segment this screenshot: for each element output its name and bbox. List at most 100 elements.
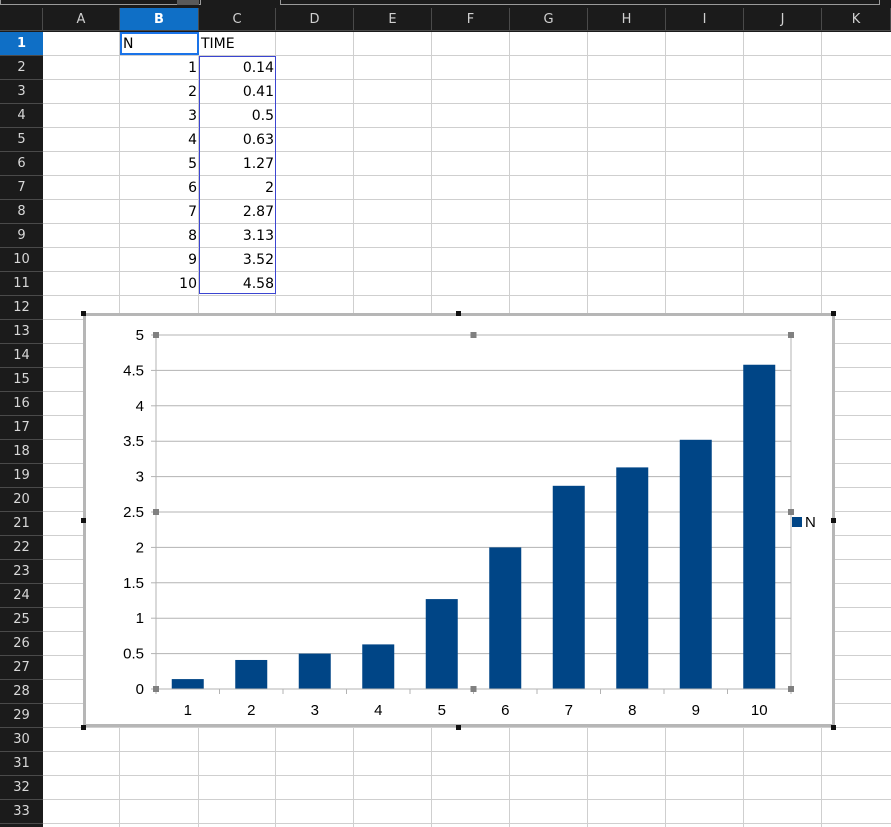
row-header-7[interactable]: 7 [0, 176, 43, 200]
row-header-21[interactable]: 21 [0, 512, 43, 536]
row-header-24[interactable]: 24 [0, 584, 43, 608]
cell-c1[interactable]: TIME [201, 36, 235, 52]
x-tick-label: 3 [311, 702, 319, 719]
row-header-33[interactable]: 33 [0, 800, 43, 824]
row-header-4[interactable]: 4 [0, 104, 43, 128]
row-header-10[interactable]: 10 [0, 248, 43, 272]
column-header-f[interactable]: F [432, 8, 510, 31]
diagram-handle[interactable] [153, 332, 159, 338]
selection-handle-s[interactable] [456, 725, 461, 730]
row-header-8[interactable]: 8 [0, 200, 43, 224]
grid-row-line [43, 295, 891, 296]
corner-select-all[interactable] [0, 8, 43, 31]
selection-handle-e[interactable] [831, 518, 836, 523]
column-header-b[interactable]: B [120, 8, 199, 31]
row-header-14[interactable]: 14 [0, 344, 43, 368]
column-header-d[interactable]: D [276, 8, 354, 31]
cell-n-value[interactable]: 3 [188, 108, 197, 124]
selection-handle-se[interactable] [831, 725, 836, 730]
cell-time-value[interactable]: 1.27 [242, 156, 274, 172]
cell-time-value[interactable]: 0.63 [242, 132, 274, 148]
cell-n-value[interactable]: 1 [188, 60, 197, 76]
selection-handle-n[interactable] [456, 311, 461, 316]
column-header-i[interactable]: I [666, 8, 744, 31]
selection-handle-nw[interactable] [81, 311, 86, 316]
row-header-2[interactable]: 2 [0, 56, 43, 80]
bar [425, 599, 458, 689]
row-header-12[interactable]: 12 [0, 296, 43, 320]
row-header-5[interactable]: 5 [0, 128, 43, 152]
grid-row-line [43, 151, 891, 152]
column-header-a[interactable]: A [43, 8, 120, 31]
row-header-3[interactable]: 3 [0, 80, 43, 104]
row-header-28[interactable]: 28 [0, 680, 43, 704]
row-header-26[interactable]: 26 [0, 632, 43, 656]
cell-time-value[interactable]: 3.13 [242, 228, 274, 244]
diagram-handle[interactable] [788, 509, 794, 515]
cell-n-value[interactable]: 7 [188, 204, 197, 220]
cell-n-value[interactable]: 2 [188, 84, 197, 100]
row-header-9[interactable]: 9 [0, 224, 43, 248]
row-header-31[interactable]: 31 [0, 752, 43, 776]
row-header-16[interactable]: 16 [0, 392, 43, 416]
bar [552, 485, 585, 689]
diagram-handle[interactable] [153, 686, 159, 692]
x-tick-label: 6 [501, 702, 509, 719]
cell-n-value[interactable]: 8 [188, 228, 197, 244]
row-header-27[interactable]: 27 [0, 656, 43, 680]
column-header-k[interactable]: K [822, 8, 891, 31]
name-box-dropdown[interactable] [177, 0, 199, 5]
diagram-handle[interactable] [470, 332, 477, 338]
diagram-handle[interactable] [153, 509, 159, 515]
bar [235, 659, 268, 689]
column-header-c[interactable]: C [199, 8, 276, 31]
chart-object[interactable]: 0 0.5 1 1.5 2 2.5 3 3.5 4 4.5 5 1 2 3 4 5 6 7 8 9 10 N [83, 313, 835, 727]
cell-time-value[interactable]: 2.87 [242, 204, 274, 220]
diagram-handle[interactable] [788, 686, 794, 692]
grid-row-line [43, 271, 891, 272]
row-header-1[interactable]: 1 [0, 32, 43, 56]
selection-handle-ne[interactable] [831, 311, 836, 316]
selection-handle-sw[interactable] [81, 725, 86, 730]
column-header-h[interactable]: H [588, 8, 666, 31]
row-header-20[interactable]: 20 [0, 488, 43, 512]
column-header-g[interactable]: G [510, 8, 588, 31]
row-header-13[interactable]: 13 [0, 320, 43, 344]
bar [616, 467, 649, 689]
grid-row-line [43, 55, 891, 56]
row-header-32[interactable]: 32 [0, 776, 43, 800]
row-header-25[interactable]: 25 [0, 608, 43, 632]
diagram-handle[interactable] [470, 686, 477, 692]
row-header-15[interactable]: 15 [0, 368, 43, 392]
row-header-30[interactable]: 30 [0, 728, 43, 752]
selection-handle-w[interactable] [81, 518, 86, 523]
cell-time-value[interactable]: 0.14 [242, 60, 274, 76]
name-box[interactable] [0, 0, 201, 5]
diagram-handle[interactable] [788, 332, 794, 338]
cell-b1[interactable]: N [123, 36, 134, 52]
cell-time-value[interactable]: 0.41 [242, 84, 274, 100]
cell-n-value[interactable]: 5 [188, 156, 197, 172]
y-tick-label: 5 [136, 327, 144, 344]
row-header-22[interactable]: 22 [0, 536, 43, 560]
row-header-19[interactable]: 19 [0, 464, 43, 488]
row-header-6[interactable]: 6 [0, 152, 43, 176]
cell-n-value[interactable]: 10 [179, 276, 197, 292]
cell-n-value[interactable]: 9 [188, 252, 197, 268]
column-header-j[interactable]: J [744, 8, 822, 31]
grid-row-line [43, 223, 891, 224]
cell-n-value[interactable]: 6 [188, 180, 197, 196]
cell-time-value[interactable]: 3.52 [242, 252, 274, 268]
column-header-e[interactable]: E [354, 8, 432, 31]
row-header-23[interactable]: 23 [0, 560, 43, 584]
row-header-29[interactable]: 29 [0, 704, 43, 728]
row-header-18[interactable]: 18 [0, 440, 43, 464]
cell-time-value[interactable]: 4.58 [242, 276, 274, 292]
cell-time-value[interactable]: 0.5 [251, 108, 274, 124]
row-header-11[interactable]: 11 [0, 272, 43, 296]
formula-input[interactable] [280, 0, 880, 5]
row-header-17[interactable]: 17 [0, 416, 43, 440]
cell-n-value[interactable]: 4 [188, 132, 197, 148]
x-tick-label: 5 [438, 702, 446, 719]
cell-time-value[interactable]: 2 [265, 180, 274, 196]
